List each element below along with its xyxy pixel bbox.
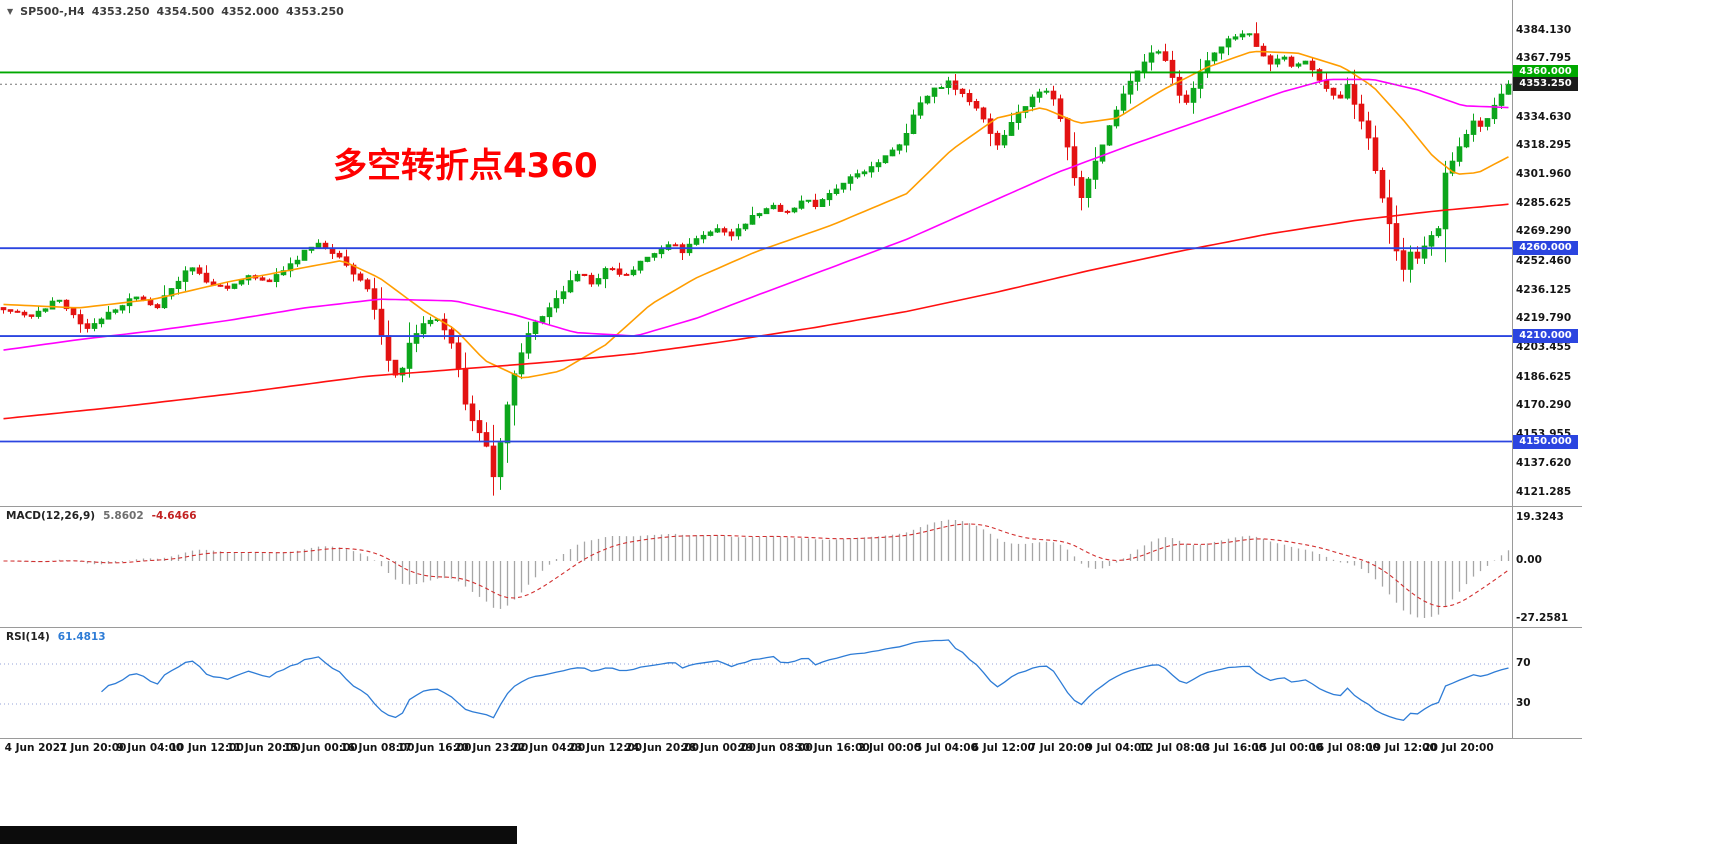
ma-slow-line bbox=[3, 203, 1509, 420]
ohlc-high-value: 4354.500 bbox=[156, 5, 215, 18]
macd-main-value: 5.8602 bbox=[103, 510, 144, 522]
symbol-timeframe-label: SP500-,H4 bbox=[20, 5, 85, 18]
ma-mid-line bbox=[3, 78, 1509, 351]
rsi-title: RSI(14) bbox=[6, 631, 50, 643]
ohlc-open-value: 4353.250 bbox=[91, 5, 150, 18]
ma-fast-line bbox=[3, 50, 1509, 379]
annotation-text: 多空转折点4360 bbox=[333, 146, 598, 186]
macd-title: MACD(12,26,9) bbox=[6, 510, 96, 522]
macd-indicator-label: MACD(12,26,9) 5.8602 -4.6466 bbox=[6, 510, 197, 522]
macd-signal-line bbox=[3, 523, 1509, 608]
candlesticks bbox=[0, 22, 1512, 496]
taskbar-fragment[interactable] bbox=[0, 826, 517, 844]
symbol-ohlc-header: ▼ SP500-,H4 4353.250 4354.500 4352.000 4… bbox=[7, 5, 344, 18]
rsi-line bbox=[101, 639, 1509, 722]
macd-histogram bbox=[9, 519, 1510, 618]
chart-canvas[interactable] bbox=[0, 0, 1582, 760]
chart-dropdown-icon[interactable]: ▼ bbox=[7, 7, 14, 16]
ohlc-low-value: 4352.000 bbox=[221, 5, 280, 18]
macd-signal-value: -4.6466 bbox=[151, 510, 197, 522]
ohlc-close-value: 4353.250 bbox=[286, 5, 344, 18]
rsi-indicator-label: RSI(14) 61.4813 bbox=[6, 631, 106, 643]
rsi-current-value: 61.4813 bbox=[57, 631, 106, 643]
